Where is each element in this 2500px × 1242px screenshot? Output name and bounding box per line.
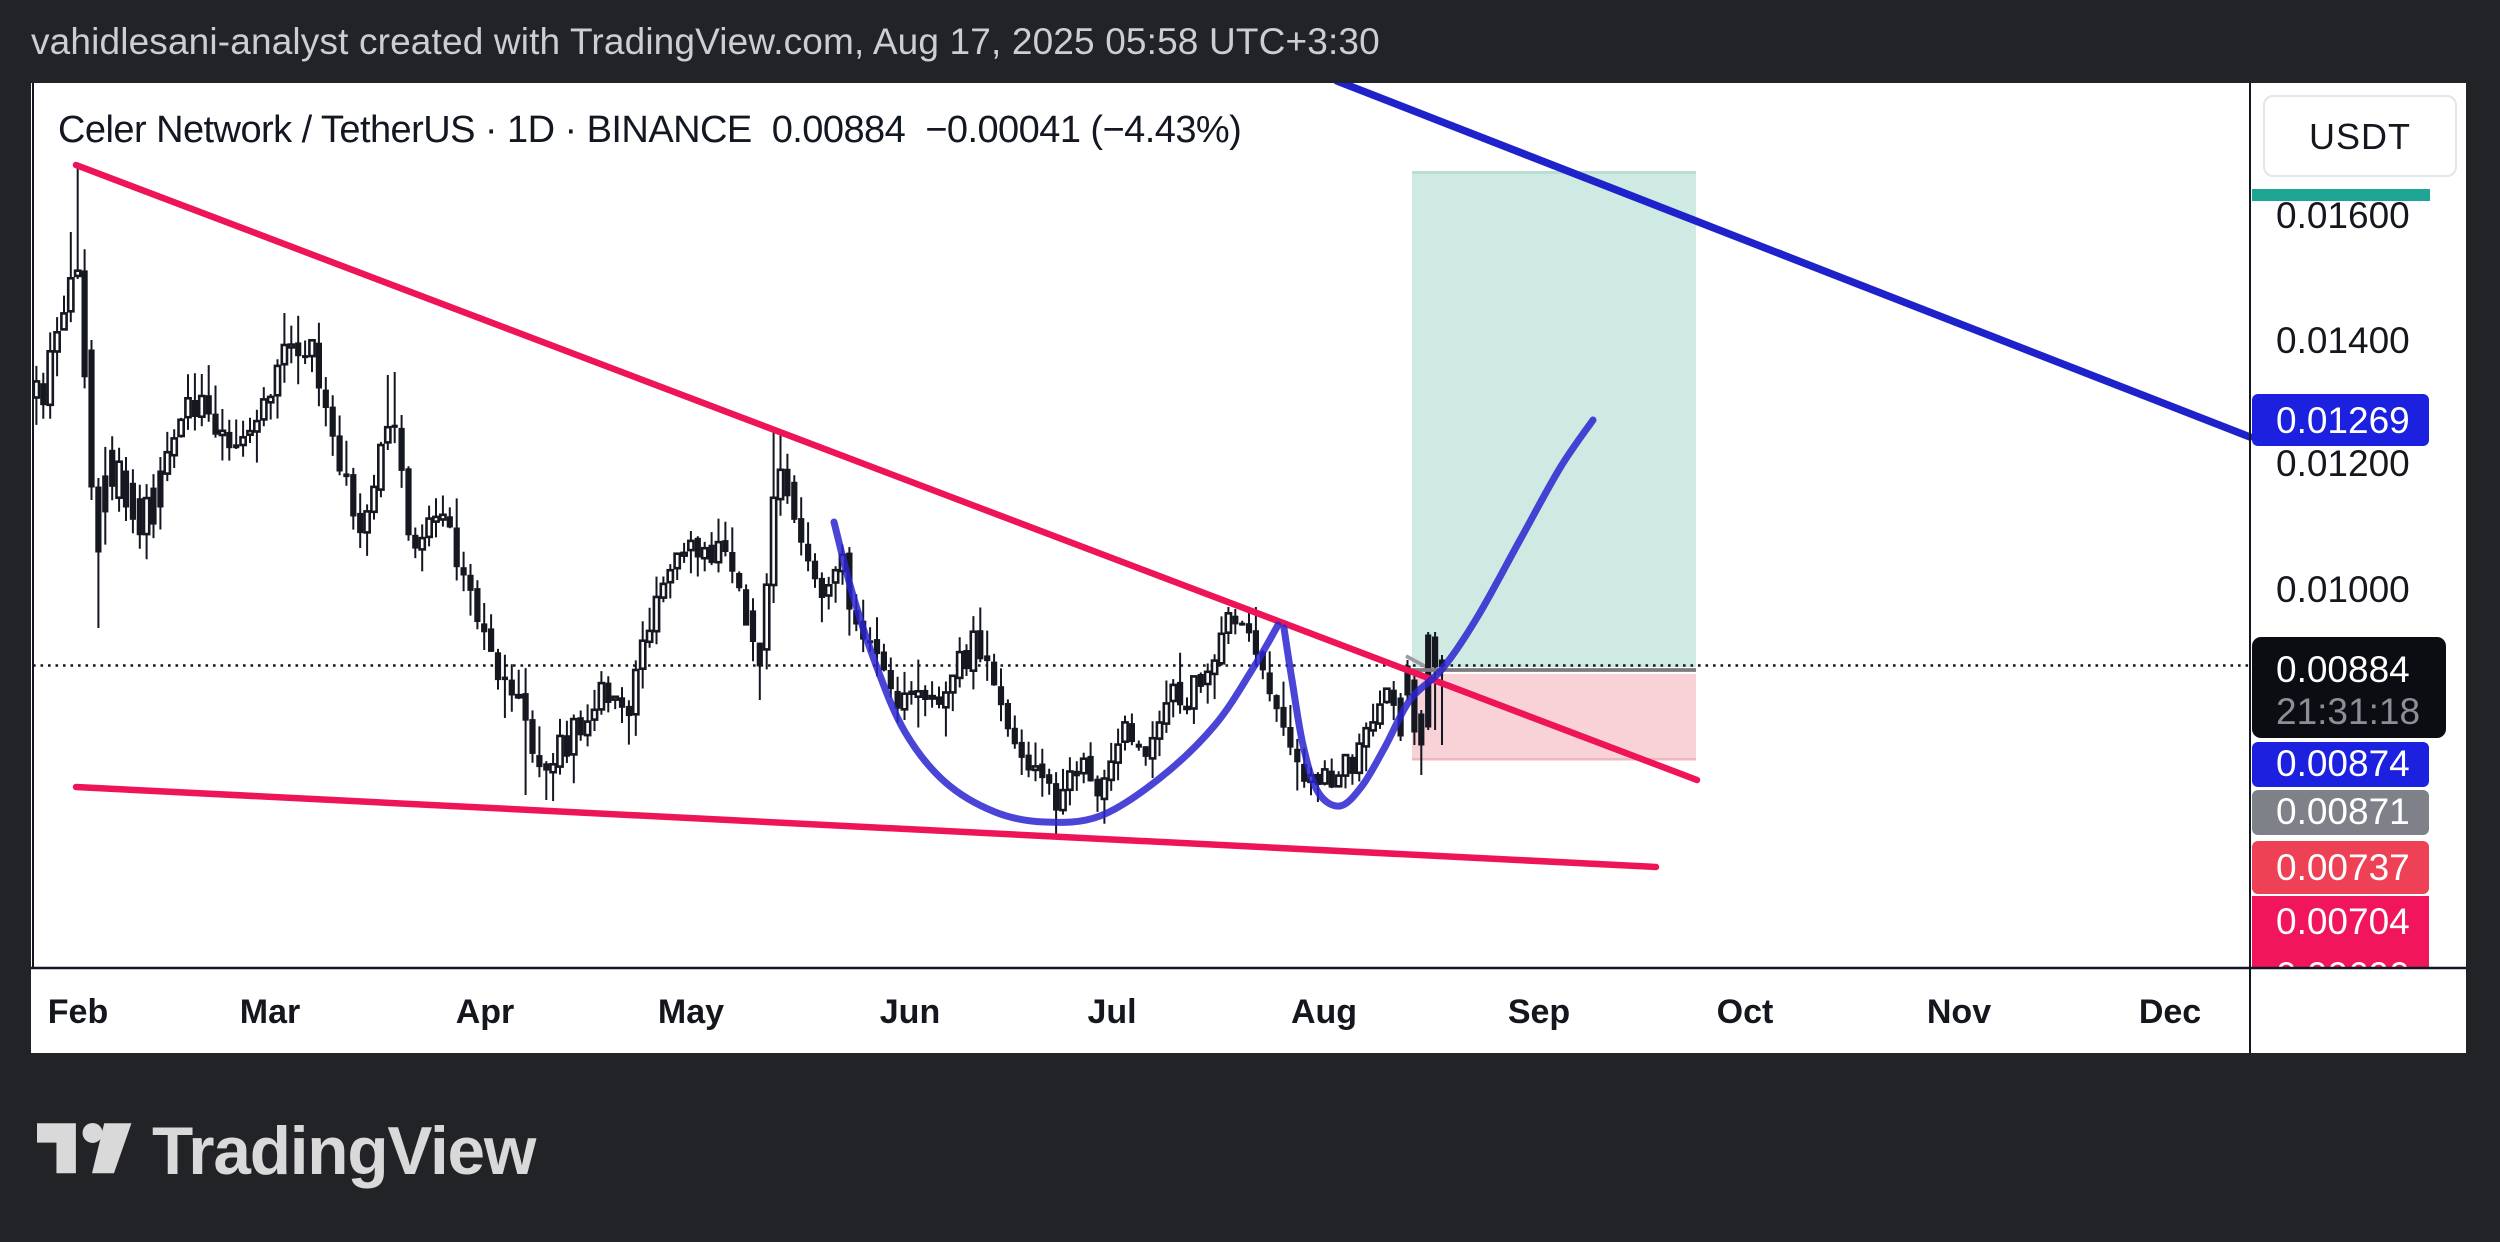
svg-text:0.00871: 0.00871: [2276, 791, 2410, 832]
svg-text:Sep: Sep: [1508, 993, 1570, 1031]
svg-text:0.00737: 0.00737: [2276, 847, 2410, 888]
svg-text:Jun: Jun: [880, 993, 940, 1031]
svg-text:0.00704: 0.00704: [2276, 901, 2410, 942]
svg-text:Jul: Jul: [1087, 993, 1136, 1031]
svg-text:Celer Network / TetherUS · 1D: Celer Network / TetherUS · 1D · BINANCE …: [58, 109, 1241, 151]
svg-text:0.01269: 0.01269: [2276, 400, 2410, 441]
svg-text:21:31:18: 21:31:18: [2276, 691, 2420, 732]
svg-text:Oct: Oct: [1717, 993, 1774, 1031]
svg-text:0.00874: 0.00874: [2276, 743, 2410, 784]
svg-text:0.01400: 0.01400: [2276, 320, 2410, 361]
svg-text:May: May: [658, 993, 724, 1031]
svg-text:0.00884: 0.00884: [2276, 649, 2410, 690]
svg-text:0.01000: 0.01000: [2276, 569, 2410, 610]
svg-text:Mar: Mar: [240, 993, 300, 1031]
svg-text:USDT: USDT: [2309, 116, 2411, 157]
svg-text:Feb: Feb: [48, 993, 108, 1031]
svg-text:Apr: Apr: [456, 993, 515, 1031]
svg-text:Nov: Nov: [1927, 993, 1991, 1031]
svg-text:Dec: Dec: [2139, 993, 2201, 1031]
svg-text:0.01600: 0.01600: [2276, 195, 2410, 236]
svg-text:Aug: Aug: [1291, 993, 1357, 1031]
svg-text:0.01200: 0.01200: [2276, 443, 2410, 484]
